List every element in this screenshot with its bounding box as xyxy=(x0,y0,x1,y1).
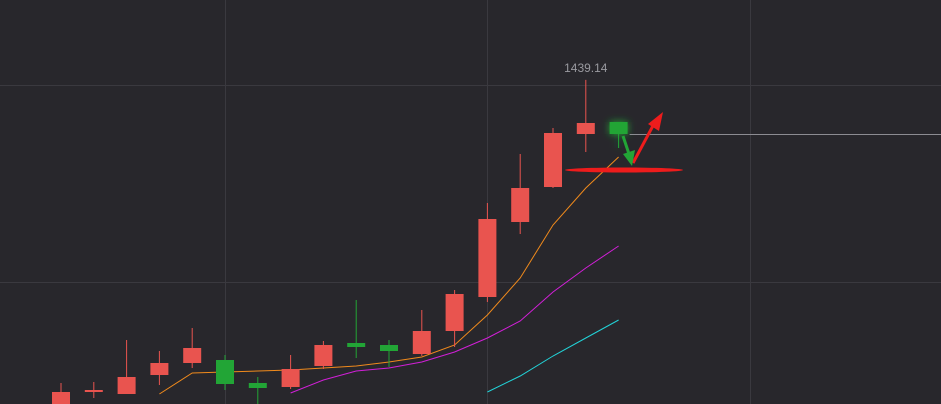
candle xyxy=(84,382,103,398)
arrow-up xyxy=(631,121,657,164)
candle xyxy=(216,355,234,390)
candle xyxy=(412,310,431,356)
candle-body xyxy=(445,294,464,331)
candle xyxy=(281,355,300,389)
candle-body xyxy=(150,363,169,375)
candle-body xyxy=(380,345,398,351)
arrow-head xyxy=(623,150,635,166)
candle xyxy=(609,122,628,148)
plot: 1439.14 xyxy=(52,61,941,404)
ma-line xyxy=(290,245,619,394)
candle-body xyxy=(248,383,267,388)
candle-body xyxy=(511,188,530,222)
candle xyxy=(576,79,595,152)
arrow-head xyxy=(648,112,663,131)
candle-body xyxy=(84,390,103,392)
candle xyxy=(314,341,333,369)
candle-body xyxy=(117,377,136,394)
ma-line xyxy=(487,319,619,393)
candle-body xyxy=(281,369,300,387)
candle xyxy=(117,340,136,394)
candle xyxy=(347,300,366,358)
candle xyxy=(183,328,202,368)
candle xyxy=(248,377,267,404)
candle xyxy=(445,290,464,347)
candle-body xyxy=(478,219,497,297)
candle-body xyxy=(412,331,431,354)
candle-body xyxy=(314,345,333,366)
candle-body xyxy=(216,360,234,384)
candle xyxy=(544,128,562,188)
candle-body xyxy=(576,123,595,134)
candle-body xyxy=(347,343,366,347)
candle xyxy=(511,154,530,234)
annotation-ellipse xyxy=(565,167,683,173)
candle xyxy=(380,340,398,367)
candle-body xyxy=(52,392,70,404)
candle xyxy=(478,203,497,302)
candle xyxy=(150,351,169,385)
annotation xyxy=(565,112,683,173)
candle xyxy=(52,383,70,404)
candle-body xyxy=(183,348,202,363)
high-label: 1439.14 xyxy=(564,61,608,75)
candle-body xyxy=(544,133,562,187)
candle-body xyxy=(609,122,628,134)
